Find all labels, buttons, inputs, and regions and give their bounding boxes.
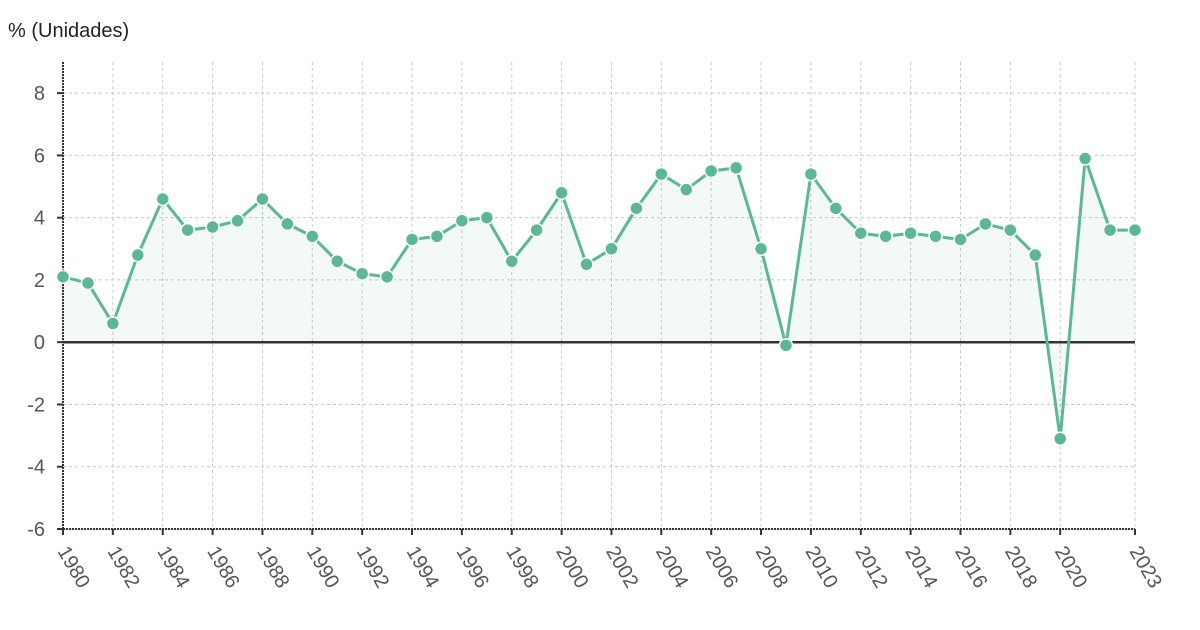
data-point xyxy=(604,241,619,257)
data-point xyxy=(55,269,71,285)
x-tick-label: 1984 xyxy=(152,543,193,593)
y-tick-label: -2 xyxy=(27,394,45,416)
x-tick-label: 2004 xyxy=(651,543,692,593)
x-tick-label: 1994 xyxy=(402,543,443,593)
data-point xyxy=(978,216,993,232)
x-tick-label: 1988 xyxy=(252,543,293,593)
x-tick-label: 1990 xyxy=(302,543,343,593)
data-point xyxy=(803,166,819,182)
x-tick-label: 1980 xyxy=(53,543,94,593)
axes xyxy=(57,62,1136,535)
x-tick-label: 2012 xyxy=(850,543,891,593)
y-tick-label: -4 xyxy=(27,457,45,479)
data-point xyxy=(130,247,146,263)
x-tick-label: 1982 xyxy=(103,543,144,593)
data-point xyxy=(828,201,844,216)
y-tick-labels: -6 -4 -2 0 2 4 6 8 xyxy=(27,83,45,541)
area-fill xyxy=(63,158,1135,439)
data-point xyxy=(1052,431,1068,446)
data-point xyxy=(579,257,594,272)
data-point xyxy=(1077,151,1093,166)
data-point xyxy=(853,225,869,241)
x-tick-label: 2014 xyxy=(900,543,941,593)
data-point xyxy=(778,338,794,353)
data-point xyxy=(728,160,744,176)
data-point xyxy=(554,185,569,201)
y-tick-label: 6 xyxy=(34,145,45,167)
data-point xyxy=(504,254,519,269)
data-point xyxy=(180,222,195,238)
data-point xyxy=(953,232,968,247)
area-shape xyxy=(63,158,1135,439)
data-point xyxy=(305,229,320,244)
x-tick-label: 2010 xyxy=(801,543,842,593)
data-point xyxy=(753,241,769,257)
data-point xyxy=(654,166,669,182)
data-point xyxy=(1127,222,1143,238)
data-point xyxy=(404,232,420,247)
data-point xyxy=(1102,222,1118,238)
x-tick-label: 2000 xyxy=(551,543,592,593)
data-point xyxy=(155,191,170,207)
data-point xyxy=(928,229,943,244)
x-tick-label: 2008 xyxy=(751,543,792,593)
y-tick-label: 0 xyxy=(34,332,45,354)
x-tick-label: 2016 xyxy=(950,543,991,593)
data-point xyxy=(679,182,694,197)
x-tick-labels: 1980 1982 1984 1986 1988 1990 1992 1994 1996 1998… xyxy=(53,543,1166,593)
x-tick-label: 2002 xyxy=(601,543,642,593)
x-tick-label: 2023 xyxy=(1125,543,1166,593)
data-point xyxy=(479,210,495,225)
data-point xyxy=(703,163,719,179)
y-tick-label: 4 xyxy=(34,208,45,230)
data-point xyxy=(255,191,270,207)
data-point xyxy=(1003,222,1018,238)
x-tick-label: 1992 xyxy=(352,543,393,593)
x-tick-label: 2006 xyxy=(701,543,742,593)
y-tick-label: 8 xyxy=(34,83,45,105)
data-point xyxy=(379,269,395,285)
y-tick-label: -6 xyxy=(27,519,45,541)
x-tick-label: 1986 xyxy=(202,543,243,593)
y-axis-unit-label: % (Unidades) xyxy=(8,20,130,42)
x-tick-label: 2020 xyxy=(1050,543,1091,593)
data-point xyxy=(454,213,470,229)
data-point xyxy=(280,216,295,232)
data-point xyxy=(105,316,121,331)
data-point xyxy=(354,266,370,281)
data-point xyxy=(205,219,220,235)
x-tick-label: 1998 xyxy=(501,543,542,593)
data-point xyxy=(529,222,544,238)
data-point xyxy=(903,225,918,241)
data-point xyxy=(329,254,345,269)
data-point xyxy=(80,275,96,291)
x-tick-label: 1996 xyxy=(452,543,493,593)
data-point xyxy=(878,229,893,244)
data-point xyxy=(629,201,644,216)
y-tick-label: 2 xyxy=(34,270,45,292)
data-point xyxy=(1028,247,1043,263)
x-tick-label: 2018 xyxy=(1000,543,1041,593)
data-point xyxy=(429,229,445,244)
data-points xyxy=(55,151,1143,446)
data-point xyxy=(230,213,245,229)
